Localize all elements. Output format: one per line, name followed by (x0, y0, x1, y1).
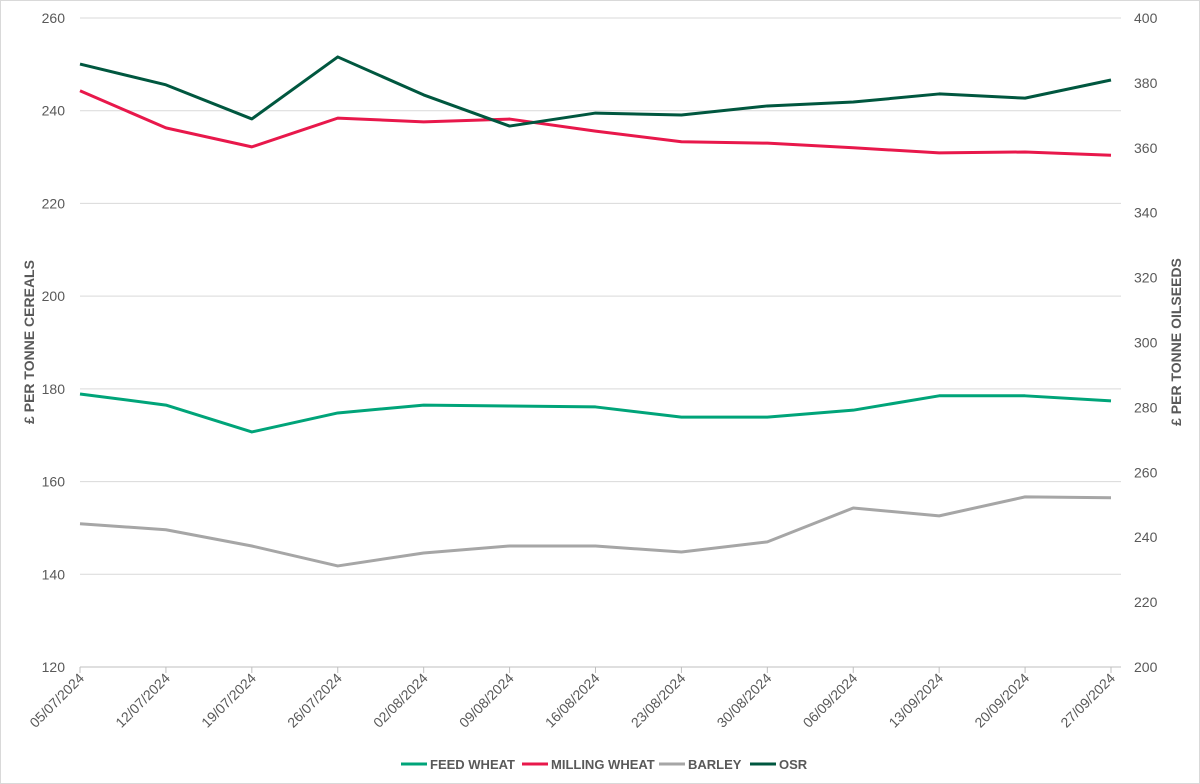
left-axis-ticks: 120 140 160 180 200 220 240 260 (42, 10, 66, 675)
x-tick-label: 23/08/2024 (628, 670, 689, 731)
right-tick-label: 300 (1134, 335, 1158, 351)
right-tick-label: 240 (1134, 529, 1158, 545)
x-tick-label: 13/09/2024 (885, 670, 946, 731)
legend-item: FEED WHEAT (401, 757, 515, 772)
legend: FEED WHEAT MILLING WHEAT BARLEY OSR (401, 757, 808, 772)
x-tick-label: 09/08/2024 (456, 670, 517, 731)
legend-item: BARLEY (659, 757, 742, 772)
series-line-osr (79, 55, 1112, 128)
x-tick-label: 30/08/2024 (714, 670, 775, 731)
right-tick-label: 340 (1134, 205, 1158, 221)
x-tick-label: 16/08/2024 (542, 670, 603, 731)
left-tick-label: 200 (42, 288, 66, 304)
left-tick-label: 120 (42, 659, 66, 675)
left-tick-label: 220 (42, 195, 66, 211)
right-tick-label: 220 (1134, 594, 1158, 610)
left-axis-title: £ PER TONNE CEREALS (21, 260, 37, 424)
right-tick-label: 380 (1134, 75, 1158, 91)
right-tick-label: 280 (1134, 399, 1158, 415)
x-tick-label: 02/08/2024 (370, 670, 431, 731)
left-tick-label: 260 (42, 10, 66, 26)
legend-item: MILLING WHEAT (522, 757, 655, 772)
series-lines (79, 55, 1112, 568)
right-axis-title: £ PER TONNE OILSEEDS (1168, 258, 1184, 426)
x-tick-label: 26/07/2024 (284, 670, 345, 731)
series-line-milling-wheat (79, 89, 1112, 157)
x-axis-ticks: 05/07/2024 12/07/2024 19/07/2024 26/07/2024… (26, 667, 1118, 731)
left-tick-label: 160 (42, 474, 66, 490)
legend-item: OSR (750, 757, 808, 772)
series-line-barley (79, 495, 1112, 568)
x-tick-label: 19/07/2024 (198, 670, 259, 731)
x-tick-label: 27/09/2024 (1057, 670, 1118, 731)
right-tick-label: 200 (1134, 659, 1158, 675)
legend-label: BARLEY (688, 757, 742, 772)
x-tick-label: 12/07/2024 (112, 670, 173, 731)
x-tick-label: 06/09/2024 (800, 670, 861, 731)
left-tick-label: 140 (42, 566, 66, 582)
legend-label: OSR (779, 757, 808, 772)
left-tick-label: 180 (42, 381, 66, 397)
x-tick-label: 05/07/2024 (26, 670, 87, 731)
right-tick-label: 260 (1134, 464, 1158, 480)
left-tick-label: 240 (42, 103, 66, 119)
x-tick-label: 20/09/2024 (971, 670, 1032, 731)
right-tick-label: 400 (1134, 10, 1158, 26)
right-tick-label: 360 (1134, 140, 1158, 156)
legend-label: FEED WHEAT (430, 757, 515, 772)
series-line-feed-wheat (79, 392, 1112, 434)
gridlines (80, 17, 1121, 668)
right-tick-label: 320 (1134, 270, 1158, 286)
right-axis-ticks: 200 220 240 260 280 300 320 340 360 380 400 (1134, 10, 1158, 675)
legend-label: MILLING WHEAT (551, 757, 655, 772)
